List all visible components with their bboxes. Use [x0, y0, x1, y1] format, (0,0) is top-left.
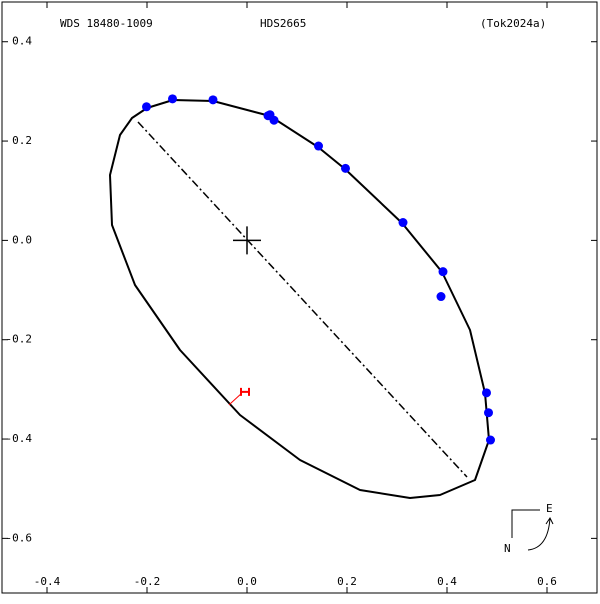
chart-subtitle: WDS 18480-1009	[60, 17, 153, 30]
marker	[240, 387, 250, 396]
x-tick-label: 0.2	[337, 575, 357, 588]
compass-north: N	[504, 542, 511, 555]
y-tick-label: -0.6	[6, 531, 33, 544]
plot-frame	[1, 1, 598, 594]
observation-point	[486, 435, 495, 445]
primary-star	[233, 226, 261, 255]
observation-point	[208, 95, 218, 105]
y-tick-label: 0.2	[12, 134, 32, 147]
orbit	[109, 99, 490, 499]
observation-point	[168, 94, 177, 104]
y-tick-label: 0.4	[12, 35, 32, 48]
x-tick-label: 0.0	[237, 575, 257, 588]
observation-point	[482, 388, 491, 398]
x-tick-label: -0.2	[134, 575, 161, 588]
y-tick-label: 0.0	[12, 233, 32, 246]
marker-residual	[228, 393, 242, 406]
observation-point	[438, 267, 448, 277]
observation-point	[436, 292, 446, 302]
observation-point	[484, 408, 493, 418]
compass-east: E	[546, 502, 553, 515]
chart-title: HDS2665	[260, 17, 306, 30]
x-tick-label: 0.4	[437, 575, 457, 588]
y-tick-label: -0.4	[6, 432, 33, 445]
x-tick-label: -0.4	[34, 575, 61, 588]
observation-point	[398, 218, 408, 228]
observation-point	[341, 163, 350, 173]
y-tick-label: -0.2	[6, 333, 33, 346]
compass-axes	[511, 509, 540, 538]
observation-point	[269, 115, 279, 125]
x-tick-label: 0.6	[537, 575, 557, 588]
observation-point	[142, 102, 151, 112]
annotation: (Tok2024a)	[480, 17, 546, 30]
line-of-nodes	[137, 121, 468, 478]
compass-arrow	[527, 517, 554, 551]
compass: E N	[504, 502, 554, 555]
observation-point	[314, 141, 323, 151]
